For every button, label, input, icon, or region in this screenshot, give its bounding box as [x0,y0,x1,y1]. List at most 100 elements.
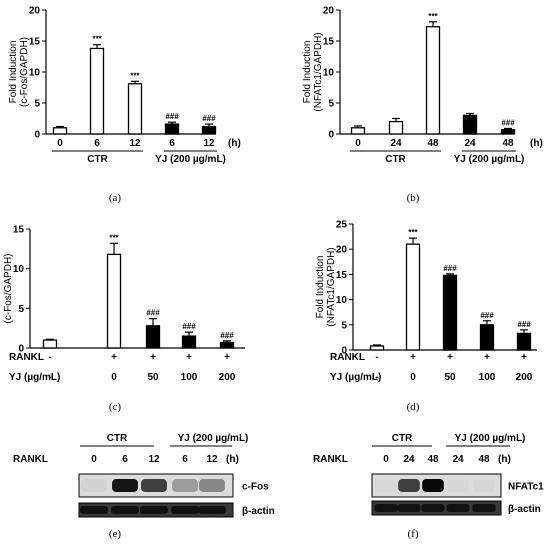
y-tick-label: 10 [29,68,41,79]
x-tick-label: 0 [410,372,416,383]
panel-label: (b) [407,192,420,204]
blot-band [172,479,198,492]
bar [106,253,122,349]
blot-band [111,506,139,514]
y-axis-label: Fold Induction [0,257,3,320]
rankl-sign: - [375,352,378,363]
blot-panel-1: CTR YJ (200 µg/mL) RANKL 0 24 48 24 48 (h) NFATc1… [313,433,544,540]
group-label: YJ (200 µg/mL) [454,154,525,165]
group-label: YJ (200 µg/mL) [455,433,526,444]
rankl-sign: + [111,352,117,363]
band-label: β-actin [508,504,541,515]
group-label: CTR [107,433,128,444]
bar [201,125,217,135]
chart-panel-2: 0 5 10 15 Fold Induction (c-Fos/GAPDH) *** ### #… [0,225,245,413]
lane-label: 0 [383,454,389,465]
group-label: YJ (200 µg/mL) [155,154,226,165]
lane-label: 0 [91,454,97,465]
significance-label: ### [480,311,494,320]
rankl-row-label: RANKL [9,352,44,363]
lane-label: 48 [427,454,439,465]
lane-label: 12 [206,454,218,465]
y-tick-label: 10 [13,264,25,275]
bar [369,345,385,351]
y-tick-label: 15 [13,225,25,236]
y-axis-label: (c-Fos/GAPDH) [3,254,14,324]
rankl-row-label: RANKL [330,352,365,363]
bar [42,339,58,349]
y-axis-label: Fold Induction [302,41,313,104]
y-tick-label: 0 [18,344,24,355]
x-tick-label: 200 [516,372,533,383]
significance-label: *** [130,71,140,80]
blot-band [398,479,420,492]
lane-label: 12 [148,454,160,465]
y-tick-label: 5 [18,304,24,315]
significance-label: ### [443,264,457,273]
rankl-sign: - [48,352,51,363]
x-tick-label: 12 [203,138,215,149]
x-tick-label: 200 [219,372,236,383]
x-tick-label: 24 [464,138,476,149]
group-label: CTR [87,154,108,165]
y-axis-label: (NFATc1/GAPDH) [326,247,337,326]
bar [462,114,478,135]
x-tick-label: 48 [502,138,514,149]
bar [181,335,197,349]
x-tick-label: 12 [129,138,141,149]
unit-label: (h) [228,138,241,149]
x-tick-label: 6 [169,138,175,149]
y-tick-label: 20 [29,6,41,17]
chart-panel-3: 0 5 10 15 20 25 Fold Induction (NFATc1/GAPDH) **… [315,220,537,413]
x-tick-label: 50 [147,372,159,383]
lane-label: 6 [122,454,128,465]
blot-band [199,479,225,492]
blot-band [472,504,496,512]
bar [127,83,143,135]
blot-band [473,479,495,492]
rankl-sign: + [410,352,416,363]
y-axis-label: Fold Induction [315,256,326,319]
y-tick-label: 15 [336,270,348,281]
bar [89,47,105,135]
y-tick-label: 20 [336,245,348,256]
y-tick-label: 0 [341,346,347,357]
panel-label: (e) [109,528,122,540]
x-tick-label: 0 [355,138,361,149]
blot-band [80,506,108,514]
group-label: CTR [392,433,413,444]
unit-label: (h) [498,454,511,465]
significance-label: ### [165,112,179,121]
blot-panel-0: CTR YJ (200 µg/mL) RANKL 0 6 12 6 12 (h) c-Fos β-a… [13,433,275,540]
x-tick-label: 24 [390,138,402,149]
blot-band [447,479,469,492]
y-tick-label: 15 [323,37,335,48]
y-tick-label: 5 [341,320,347,331]
blot-band [81,479,107,492]
blot-band [140,506,168,514]
unit-label: (h) [530,138,543,149]
rankl-sign: + [484,352,490,363]
y-tick-label: 5 [34,99,40,110]
y-tick-label: 0 [34,130,40,141]
significance-label: *** [109,233,119,242]
y-tick-label: 10 [336,295,348,306]
bar [164,123,180,135]
group-label: YJ (200 µg/mL) [178,433,249,444]
bar [350,127,366,135]
rankl-sign: + [447,352,453,363]
band-label: β-actin [242,506,275,517]
rankl-row-label: RANKL [313,454,348,465]
group-label: CTR [385,154,406,165]
panel-label: (d) [407,401,420,413]
y-axis-label: Fold Induction [8,41,19,104]
rankl-sign: + [521,352,527,363]
blot-band [397,504,421,512]
x-tick-label: 48 [427,138,439,149]
significance-label: ### [220,331,234,340]
bar [442,274,458,351]
significance-label: ### [146,309,160,318]
blot-band [141,479,167,492]
blot-band [446,504,470,512]
panel-label: (a) [109,192,122,204]
